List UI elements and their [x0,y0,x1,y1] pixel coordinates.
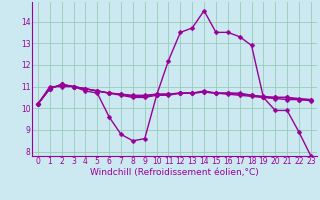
X-axis label: Windchill (Refroidissement éolien,°C): Windchill (Refroidissement éolien,°C) [90,168,259,177]
